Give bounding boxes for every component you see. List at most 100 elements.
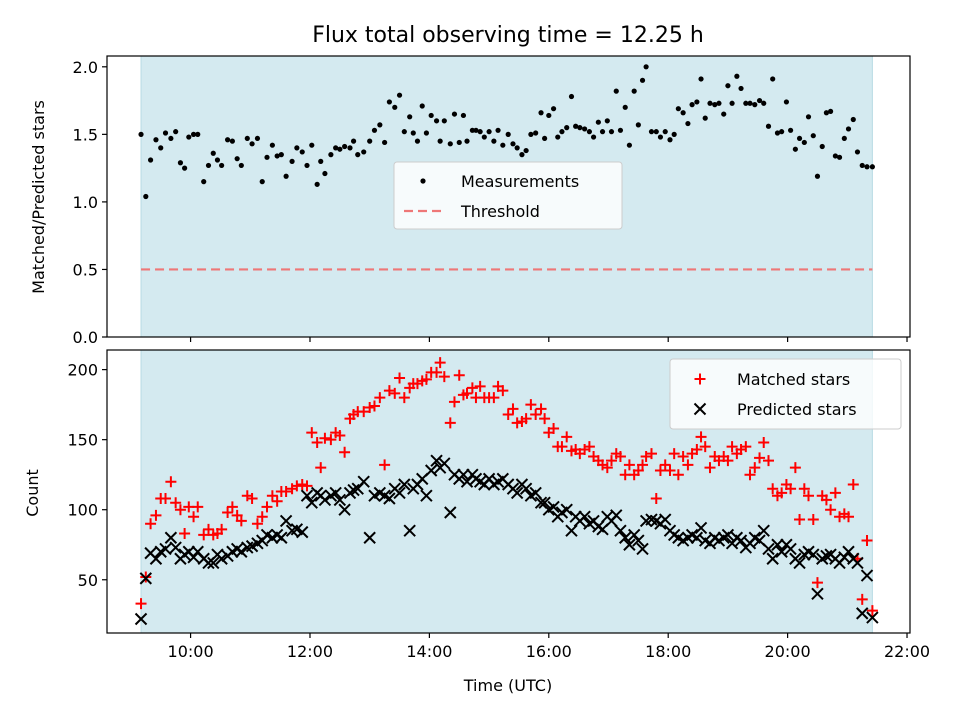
measurement-point — [774, 130, 781, 136]
bottom-x-tick-label: 12:00 — [287, 642, 333, 661]
top-y-tick-label: 1.5 — [73, 125, 98, 144]
measurement-point — [801, 139, 807, 146]
measurement-point — [810, 133, 816, 139]
predicted-star-point — [860, 569, 874, 582]
top-legend-box — [393, 161, 623, 230]
measurement-point — [573, 123, 579, 129]
matched-star-point — [758, 436, 770, 448]
legend-threshold-label: Threshold — [460, 202, 540, 221]
matched-star-point — [548, 422, 560, 434]
measurement-point — [350, 138, 357, 144]
predicted-star-point — [444, 506, 457, 519]
predicted-star-point — [333, 493, 347, 507]
matched-star-point — [811, 577, 823, 589]
measurement-point — [464, 138, 470, 144]
measurement-point — [752, 102, 758, 108]
matched-star-point — [135, 598, 147, 610]
measurement-point — [396, 92, 403, 98]
measurement-point — [190, 131, 197, 137]
matched-star-point — [431, 366, 443, 378]
measurement-point — [796, 135, 803, 142]
measurement-point — [278, 152, 284, 158]
measurement-point — [382, 139, 388, 146]
top-y-tick-label: 1.0 — [73, 193, 98, 212]
measurement-point — [481, 134, 487, 140]
legend-predicted-marker — [693, 402, 707, 416]
matched-star-point — [605, 455, 617, 467]
matched-star-point — [650, 493, 662, 505]
measurement-point — [538, 110, 544, 116]
predicted-star-point — [771, 538, 784, 551]
predicted-star-point — [164, 531, 178, 544]
matched-star-point — [525, 399, 537, 411]
matched-star-point — [444, 417, 456, 429]
predicted-star-point — [207, 556, 220, 570]
matched-star-point — [794, 514, 806, 526]
predicted-star-point — [811, 587, 824, 600]
measurement-point — [264, 154, 270, 160]
measurement-point — [680, 110, 686, 116]
measurement-point — [158, 145, 164, 151]
matched-star-point — [866, 605, 878, 617]
measurement-point — [491, 138, 497, 144]
bottom-y-tick-label: 100 — [67, 501, 98, 520]
measurement-point — [832, 153, 838, 159]
measurement-point — [423, 130, 430, 136]
matched-star-point — [251, 518, 263, 530]
predicted-star-point — [279, 514, 293, 528]
matched-star-point — [174, 504, 186, 516]
top-y-tick-label: 0.0 — [73, 328, 98, 347]
measurement-point — [841, 135, 847, 142]
bottom-x-tick-label: 16:00 — [526, 642, 572, 661]
measurement-point — [617, 127, 624, 133]
chart-title: Flux total observing time = 12.25 h — [312, 23, 704, 48]
measurement-point — [419, 103, 425, 109]
measurement-point — [643, 64, 649, 70]
bottom-y-tick-label: 50 — [78, 571, 98, 590]
predicted-star-point — [623, 538, 636, 551]
measurement-point — [259, 179, 265, 185]
measurement-point — [377, 122, 383, 128]
predicted-star-point — [169, 541, 182, 554]
matched-star-point — [825, 504, 837, 516]
matched-star-point — [672, 469, 684, 481]
matched-star-point — [803, 490, 815, 502]
matched-star-point — [744, 469, 756, 481]
measurement-point — [765, 123, 772, 129]
measurement-point — [854, 149, 861, 155]
measurement-point — [342, 143, 348, 150]
predicted-star-point — [420, 489, 433, 502]
bottom-axes-frame — [106, 349, 911, 634]
measurement-point — [505, 131, 511, 137]
measurement-point — [173, 129, 179, 135]
matched-star-point — [474, 380, 486, 392]
matched-star-point — [488, 392, 500, 404]
measurement-point — [289, 158, 295, 164]
measurement-point — [823, 110, 830, 116]
measurement-point — [792, 146, 798, 152]
measurement-point — [328, 152, 334, 158]
matched-star-point — [614, 450, 626, 462]
measurement-point — [626, 142, 632, 148]
predicted-star-point — [762, 542, 775, 556]
predicted-star-point — [363, 531, 376, 544]
measurement-point — [392, 104, 398, 110]
measurement-point — [608, 129, 615, 135]
matched-star-point — [843, 511, 855, 523]
measurement-point — [864, 164, 870, 170]
matched-star-point — [677, 450, 689, 462]
bottom-x-tick-label: 20:00 — [765, 642, 811, 661]
matched-star-point — [664, 464, 676, 476]
measurement-point — [738, 85, 744, 92]
measurement-point — [451, 111, 458, 117]
measurement-point — [787, 127, 794, 133]
measurement-point — [153, 137, 159, 143]
matched-star-point — [438, 371, 450, 383]
predicted-star-point — [457, 468, 470, 481]
matched-star-point — [668, 448, 680, 460]
measurement-point — [318, 158, 324, 164]
matched-star-point — [763, 455, 775, 467]
measurement-point — [631, 88, 637, 94]
matched-star-point — [266, 490, 278, 502]
matched-star-point — [325, 434, 337, 446]
